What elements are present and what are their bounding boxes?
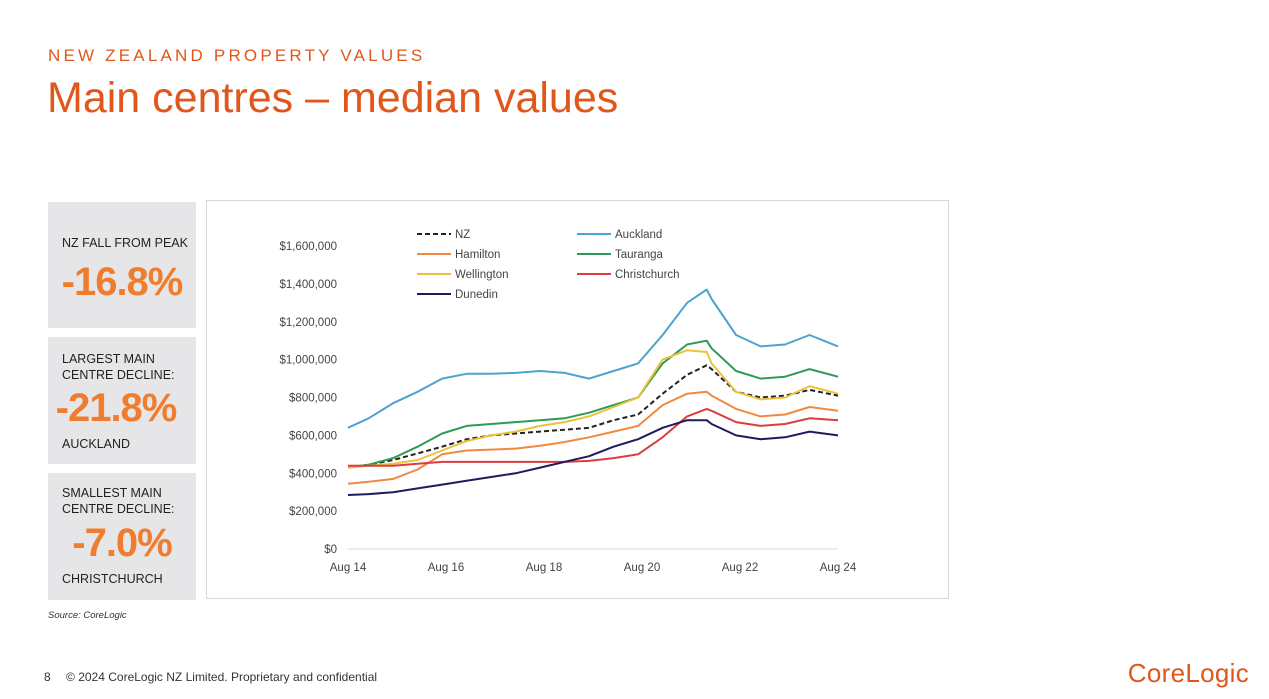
series-line-dunedin [347,419,839,496]
line-chart: $0 $200,000 $400,000 $600,000 $800,000 $1,000… [279,229,857,574]
stat-value: -7.0% [72,521,173,565]
legend-label: NZ [455,229,470,241]
y-tick-label: $200,000 [289,506,337,518]
legend-label: Dunedin [455,289,498,301]
stat-card-smallest: SMALLEST MAIN CENTRE DECLINE: -7.0% CHRI… [48,473,196,600]
series-line-christchurch [348,407,839,467]
stat-label: LARGEST MAIN CENTRE DECLINE: [62,352,175,382]
page-number: 8 [44,670,51,684]
legend-label: Auckland [615,229,662,241]
footer: 8 © 2024 CoreLogic NZ Limited. Proprieta… [44,670,377,684]
stat-value: -21.8% [55,386,178,430]
x-tick-label: Aug 24 [820,562,857,574]
copyright-text: © 2024 CoreLogic NZ Limited. Proprietary… [66,670,378,684]
stat-label: NZ FALL FROM PEAK [62,236,188,250]
source-note: Source: CoreLogic [48,610,127,621]
stat-label: SMALLEST MAIN CENTRE DECLINE: [62,486,175,516]
stat-sub: CHRISTCHURCH [62,572,163,586]
x-tick-label: Aug 20 [624,562,660,574]
corelogic-logo: CoreLogic [1127,658,1249,688]
series-line-tauranga [347,339,839,469]
page-title: Main centres – median values [47,74,619,122]
legend-label: Tauranga [615,249,664,261]
legend-label: Wellington [455,269,509,281]
y-tick-label: $400,000 [289,468,337,480]
x-tick-label: Aug 14 [330,562,367,574]
x-tick-label: Aug 16 [428,562,464,574]
x-tick-label: Aug 18 [526,562,562,574]
stat-card-nz: NZ FALL FROM PEAK -16.8% [48,202,196,328]
chart-panel: $0 $200,000 $400,000 $600,000 $800,000 $1,000… [206,200,949,599]
eyebrow: NEW ZEALAND PROPERTY VALUES [48,46,426,65]
y-tick-label: $1,200,000 [279,317,337,329]
legend-label: Christchurch [615,269,680,281]
y-tick-label: $1,600,000 [279,241,337,253]
series-line-hamilton [347,390,839,485]
y-tick-label: $600,000 [289,430,337,442]
series-line-wellington [347,349,839,469]
series-line-auckland [347,288,839,429]
y-tick-label: $0 [324,544,337,556]
x-tick-label: Aug 22 [722,562,758,574]
y-tick-label: $1,400,000 [279,279,337,291]
stat-card-largest: LARGEST MAIN CENTRE DECLINE: -21.8% AUCK… [48,337,196,464]
legend-label: Hamilton [455,249,500,261]
y-tick-label: $1,000,000 [279,355,337,367]
y-tick-label: $800,000 [289,393,337,405]
stat-sub: AUCKLAND [62,437,131,451]
stat-value: -16.8% [61,260,184,304]
